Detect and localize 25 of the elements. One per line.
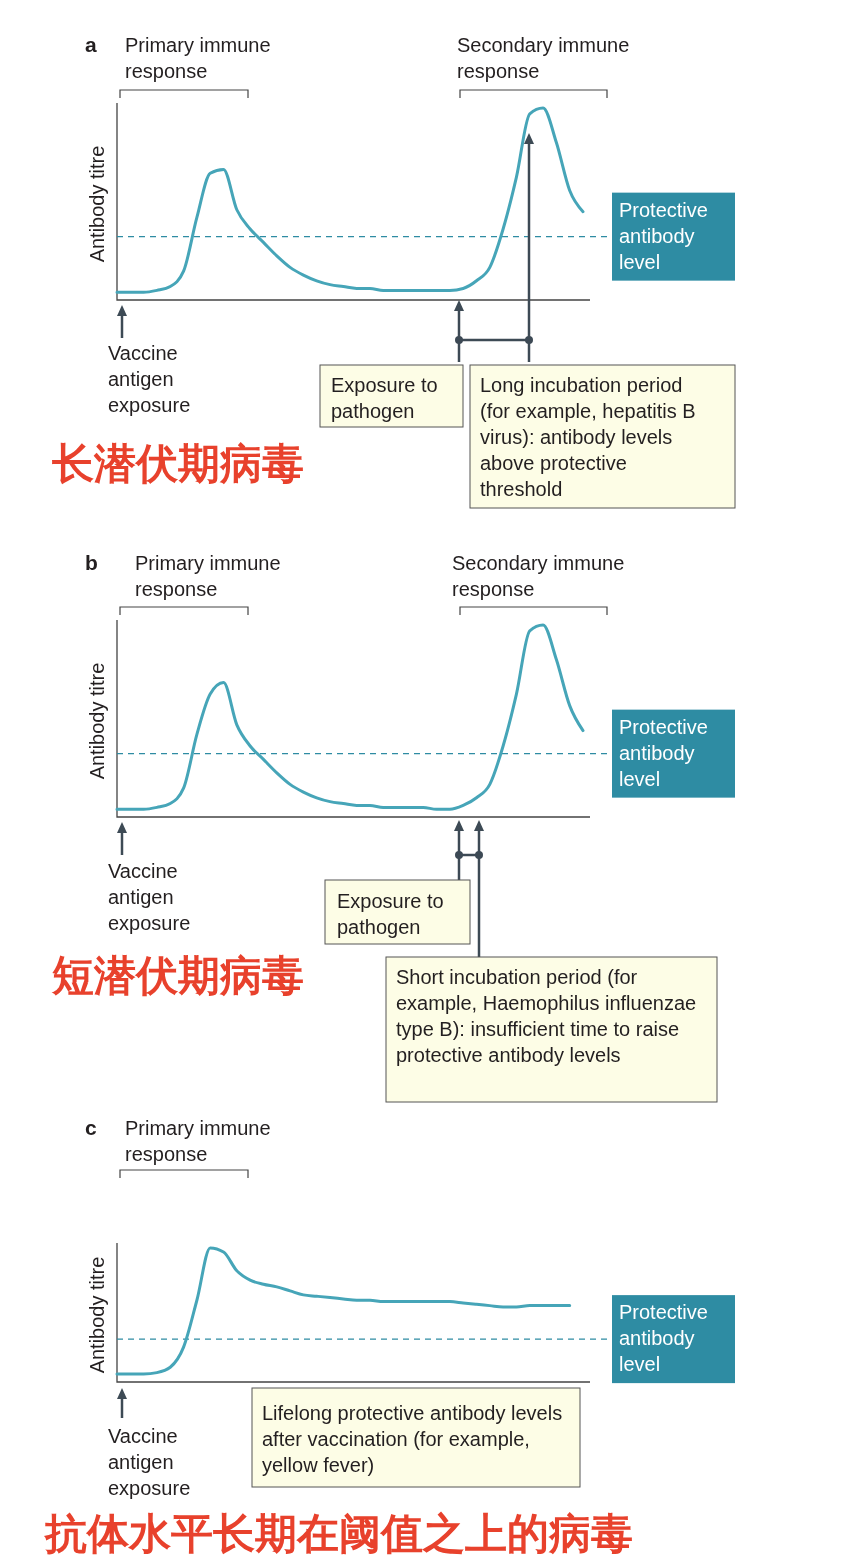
text: Exposure to pathogen bbox=[337, 890, 444, 938]
text: Vaccine antigen exposure bbox=[108, 342, 191, 416]
text: Primary immune response bbox=[135, 552, 281, 600]
text: Vaccine antigen exposure bbox=[108, 860, 191, 934]
text: Secondary immune response bbox=[452, 552, 625, 600]
text: 短潜伏期病毒 bbox=[51, 952, 304, 999]
text: Lifelong protective antibody levels after vaccination (for example, yellow fever) bbox=[262, 1402, 563, 1476]
chart-title: a bbox=[85, 33, 97, 56]
text: Primary immune response bbox=[125, 34, 271, 82]
y-axis-title: Antibody titre bbox=[86, 662, 108, 780]
chart-title: b bbox=[85, 551, 98, 574]
text: Primary immune response bbox=[125, 1117, 271, 1165]
ref-line-label: Protective antibody level bbox=[619, 198, 708, 273]
text: Exposure to pathogen bbox=[331, 374, 438, 422]
text: Vaccine antigen exposure bbox=[108, 1425, 191, 1499]
y-axis-title: Antibody titre bbox=[86, 1256, 108, 1374]
text: Long incubation period (for example, hepatitis B virus): antibody levels above protective threshold bbox=[480, 374, 696, 500]
text: 抗体水平长期在阈值之上的病毒 bbox=[43, 1510, 633, 1557]
text: Short incubation period (for example, Haemophilus influenzae type B): insufficient time to raise protective antibody levels bbox=[396, 966, 697, 1066]
ref-line-label: Protective antibody level bbox=[619, 715, 708, 790]
y-axis-title: Antibody titre bbox=[86, 145, 108, 263]
text: Secondary immune response bbox=[457, 34, 630, 82]
text: 长潜伏期病毒 bbox=[51, 440, 304, 487]
ref-line-label: Protective antibody level bbox=[619, 1301, 708, 1376]
chart-title: c bbox=[85, 1116, 97, 1139]
